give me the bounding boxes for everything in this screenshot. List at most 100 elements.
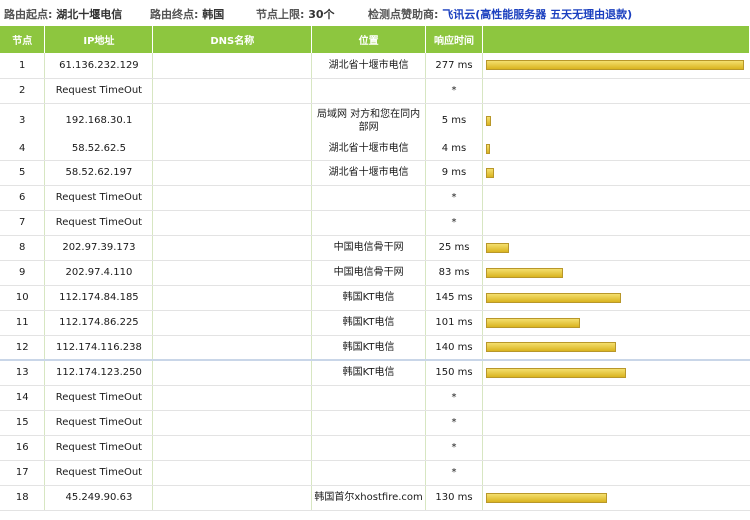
hop-number: 5 <box>0 160 46 186</box>
response-time: 145 ms <box>425 285 483 311</box>
location: 湖北省十堰市电信 <box>311 138 427 161</box>
ip-address: 112.174.123.250 <box>44 360 154 386</box>
dns-name <box>152 260 313 286</box>
latency-bar-cell <box>482 103 749 138</box>
ip-address: 112.174.86.225 <box>44 310 154 336</box>
latency-bar-cell <box>482 285 750 311</box>
ip-address: 192.168.30.1 <box>44 103 154 138</box>
hop-number: 17 <box>0 460 46 486</box>
dns-name <box>152 210 313 236</box>
location <box>311 460 427 486</box>
response-time: * <box>425 410 483 436</box>
latency-bar-cell <box>482 335 750 361</box>
dns-name <box>152 103 313 138</box>
dns-name <box>152 53 313 79</box>
table-row: 1 61.136.232.129 湖北省十堰市电信 277 ms <box>0 53 750 79</box>
latency-bar-cell <box>482 210 750 236</box>
latency-bar-cell <box>482 360 750 386</box>
sponsor: 检测点赞助商: 飞讯云(高性能服务器 五天无理由退款) <box>368 8 633 21</box>
response-time: 25 ms <box>425 235 483 261</box>
ip-address: Request TimeOut <box>44 460 154 486</box>
response-time: 4 ms <box>425 138 483 161</box>
table-row: 2 Request TimeOut * <box>0 78 750 104</box>
response-time: 9 ms <box>425 160 483 186</box>
table-row: 14 Request TimeOut * <box>0 385 750 411</box>
sponsor-ad-link[interactable]: (高性能服务器 五天无理由退款) <box>475 8 633 21</box>
response-time: 5 ms <box>425 103 483 138</box>
hop-number: 3 <box>0 103 46 138</box>
dns-name <box>152 335 313 361</box>
hop-number: 4 <box>0 138 46 161</box>
table-row: 17 Request TimeOut * <box>0 460 750 486</box>
dns-name <box>152 78 313 104</box>
ip-address: Request TimeOut <box>44 385 154 411</box>
ip-address: 45.249.90.63 <box>44 485 154 511</box>
col-ip: IP地址 <box>44 26 154 53</box>
hop-number: 2 <box>0 78 46 104</box>
hop-number: 18 <box>0 485 46 511</box>
location: 韩国首尔xhostfire.com <box>311 485 427 511</box>
response-time: 277 ms <box>425 53 483 79</box>
hop-number: 15 <box>0 410 46 436</box>
response-time: 101 ms <box>425 310 483 336</box>
latency-bar <box>485 60 744 71</box>
hop-number: 11 <box>0 310 46 336</box>
latency-bar <box>485 267 563 278</box>
hop-number: 16 <box>0 435 46 461</box>
location <box>311 185 427 211</box>
sponsor-link[interactable]: 飞讯云 <box>442 8 476 21</box>
dns-name <box>152 410 313 436</box>
latency-bar <box>485 367 626 378</box>
latency-bar-cell <box>482 410 750 436</box>
col-node: 节点 <box>0 26 46 53</box>
table-row: 5 58.52.62.197 湖北省十堰市电信 9 ms <box>0 160 750 186</box>
hop-number: 9 <box>0 260 46 286</box>
latency-bar <box>485 167 494 178</box>
response-time: * <box>425 210 483 236</box>
table-row: 9 202.97.4.110 中国电信骨干网 83 ms <box>0 260 750 286</box>
hop-number: 10 <box>0 285 46 311</box>
dns-name <box>152 235 313 261</box>
table-row: 3 192.168.30.1 局域网 对方和您在同内部网 5 ms <box>0 103 750 138</box>
table-row: 18 45.249.90.63 韩国首尔xhostfire.com 130 ms <box>0 485 750 511</box>
location: 局域网 对方和您在同内部网 <box>311 103 427 138</box>
latency-bar-cell <box>482 385 750 411</box>
ip-address: Request TimeOut <box>44 78 154 104</box>
latency-bar-cell <box>482 310 750 336</box>
location: 韩国KT电信 <box>311 360 427 386</box>
location <box>311 435 427 461</box>
col-response-time: 响应时间 <box>425 26 483 53</box>
response-time: * <box>425 435 483 461</box>
table-row: 12 112.174.116.238 韩国KT电信 140 ms <box>0 335 750 361</box>
table-row: 13 112.174.123.250 韩国KT电信 150 ms <box>0 360 750 386</box>
col-dns: DNS名称 <box>152 26 313 53</box>
latency-bar-cell <box>482 235 750 261</box>
ip-address: 112.174.116.238 <box>44 335 154 361</box>
latency-bar <box>485 317 580 328</box>
table-row: 7 Request TimeOut * <box>0 210 750 236</box>
table-row: 11 112.174.86.225 韩国KT电信 101 ms <box>0 310 750 336</box>
latency-bar-cell <box>482 138 750 161</box>
response-time: 140 ms <box>425 335 483 361</box>
route-end: 路由终点: 韩国 <box>150 8 225 21</box>
response-time: 150 ms <box>425 360 483 386</box>
ip-address: Request TimeOut <box>44 210 154 236</box>
latency-bar-cell <box>482 435 750 461</box>
location: 韩国KT电信 <box>311 285 427 311</box>
dns-name <box>152 460 313 486</box>
table-row: 4 58.52.62.5 湖北省十堰市电信 4 ms <box>0 138 750 161</box>
traceroute-table: 节点 IP地址 DNS名称 位置 响应时间 1 61.136.232.129 湖北省… <box>0 26 750 511</box>
hop-number: 8 <box>0 235 46 261</box>
hop-number: 7 <box>0 210 46 236</box>
location: 湖北省十堰市电信 <box>311 160 427 186</box>
location <box>311 385 427 411</box>
col-bar <box>482 26 750 53</box>
response-time: * <box>425 78 483 104</box>
table-row: 8 202.97.39.173 中国电信骨干网 25 ms <box>0 235 750 261</box>
dns-name <box>152 160 313 186</box>
location: 湖北省十堰市电信 <box>311 53 427 79</box>
response-time: 130 ms <box>425 485 483 511</box>
location: 韩国KT电信 <box>311 335 427 361</box>
node-limit: 节点上限: 30个 <box>256 8 335 21</box>
dns-name <box>152 285 313 311</box>
